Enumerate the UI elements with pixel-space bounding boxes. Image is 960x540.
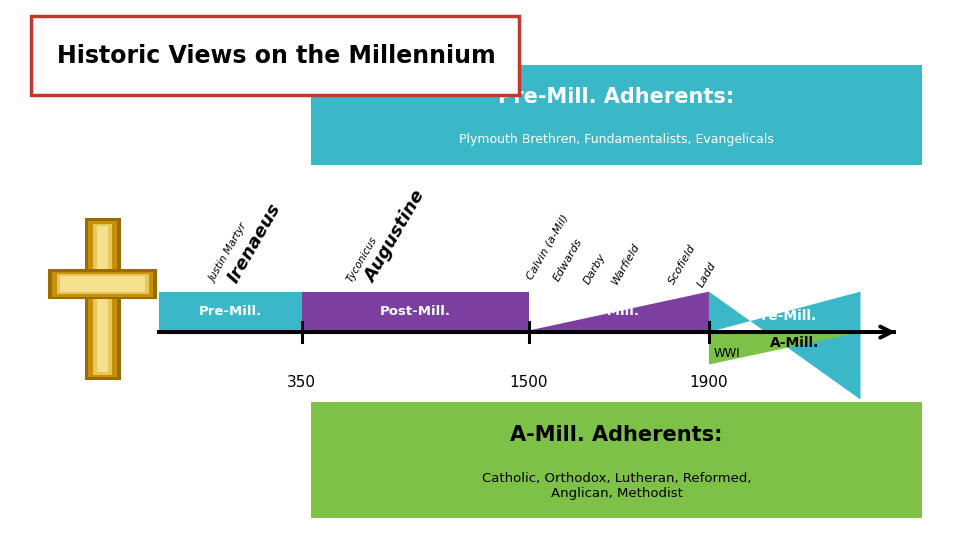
Text: Warfield: Warfield (611, 241, 642, 286)
Text: Tyconicus: Tyconicus (345, 234, 379, 284)
Bar (60, 276, 145, 292)
Bar (48, 269, 157, 299)
Text: Edwards: Edwards (551, 237, 584, 284)
Bar (311, 65, 923, 165)
FancyBboxPatch shape (32, 16, 519, 94)
Text: 1500: 1500 (510, 375, 548, 390)
Text: Ladd: Ladd (696, 260, 718, 289)
Text: 1900: 1900 (689, 375, 729, 390)
Text: Historic Views on the Millennium: Historic Views on the Millennium (57, 44, 495, 68)
Text: Darby: Darby (582, 252, 608, 286)
Bar (84, 218, 121, 380)
Text: Pre-Mill.: Pre-Mill. (752, 309, 817, 323)
Text: Calvin (a-Mil): Calvin (a-Mil) (525, 212, 570, 281)
Text: Augustine: Augustine (362, 188, 429, 286)
Text: Scofield: Scofield (667, 243, 698, 286)
Bar (97, 226, 108, 372)
Text: Irenaeus: Irenaeus (225, 200, 284, 286)
Bar (52, 272, 154, 297)
Text: A-Mill. Adherents:: A-Mill. Adherents: (511, 425, 723, 445)
Polygon shape (708, 332, 860, 365)
Bar (93, 224, 112, 375)
Text: Justin Martyr: Justin Martyr (207, 221, 250, 284)
Text: Catholic, Orthodox, Lutheran, Reformed,
Anglican, Methodist: Catholic, Orthodox, Lutheran, Reformed, … (482, 472, 752, 500)
Bar (159, 292, 301, 332)
Bar (88, 221, 117, 377)
Text: WWI: WWI (713, 347, 740, 360)
Text: 350: 350 (287, 375, 316, 390)
Polygon shape (529, 292, 708, 332)
Text: Pre-Mill. Adherents:: Pre-Mill. Adherents: (498, 87, 734, 107)
Text: Post-Mill.: Post-Mill. (380, 305, 450, 319)
Text: Post-Mill.: Post-Mill. (569, 305, 640, 319)
Text: Plymouth Brethren, Fundamentalists, Evangelicals: Plymouth Brethren, Fundamentalists, Evan… (459, 133, 774, 146)
Bar (57, 274, 149, 294)
Text: A-Mill.: A-Mill. (770, 336, 819, 350)
Text: Pre-Mill.: Pre-Mill. (199, 305, 262, 319)
Polygon shape (708, 292, 860, 400)
Bar (301, 292, 529, 332)
Bar (311, 402, 923, 518)
